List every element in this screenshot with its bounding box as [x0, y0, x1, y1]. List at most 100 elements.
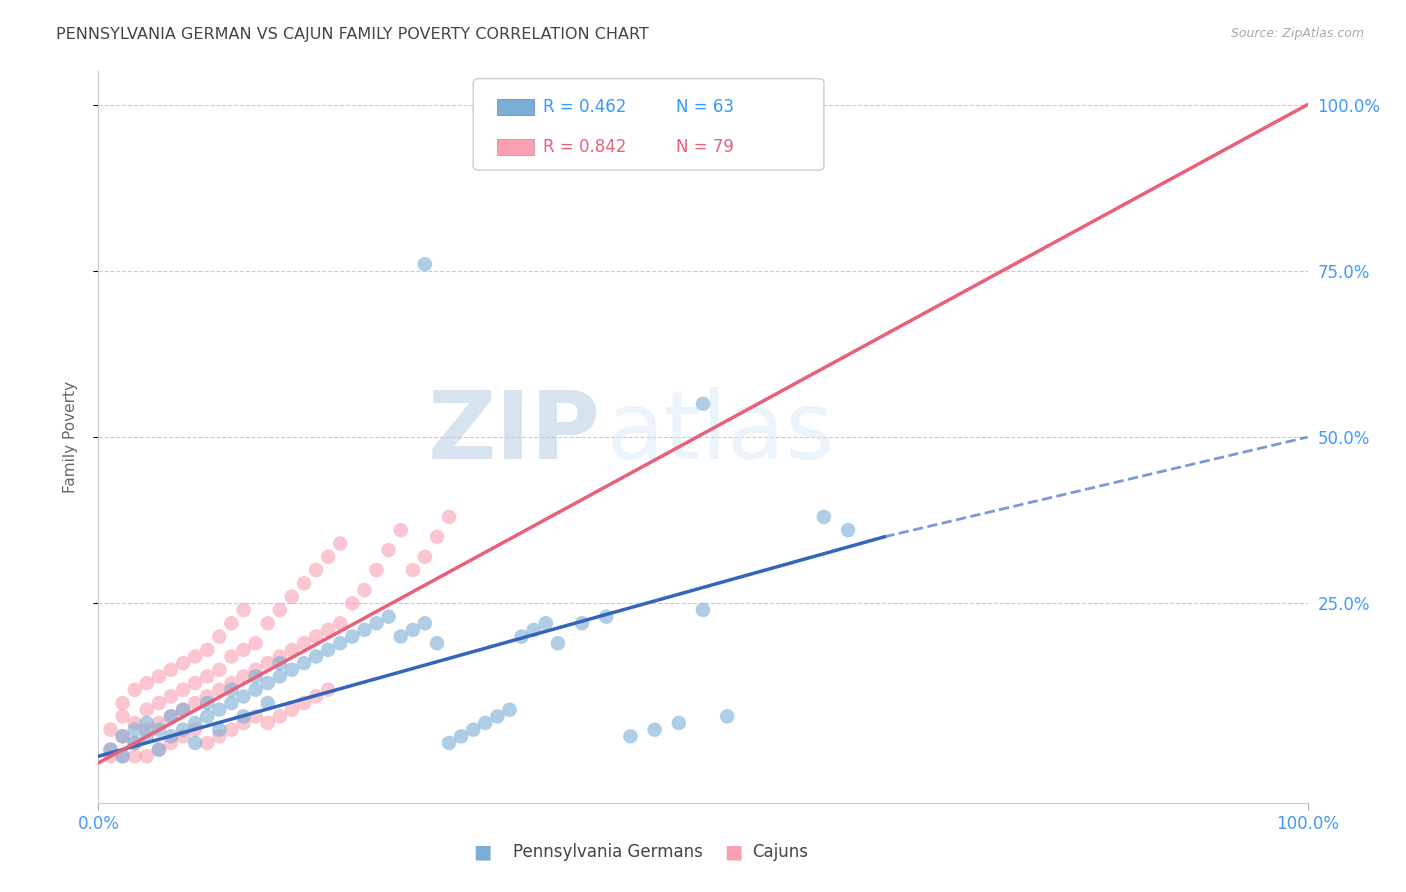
Point [172, 723, 194, 737]
Point [148, 742, 170, 756]
FancyBboxPatch shape [474, 78, 824, 170]
Text: ■: ■ [472, 842, 492, 862]
Point [208, 630, 231, 644]
Text: ■: ■ [724, 842, 744, 862]
Y-axis label: Family Poverty: Family Poverty [63, 381, 77, 493]
FancyBboxPatch shape [498, 99, 534, 115]
Point [172, 703, 194, 717]
Point [111, 696, 134, 710]
Point [256, 616, 278, 631]
Point [281, 703, 304, 717]
Text: Source: ZipAtlas.com: Source: ZipAtlas.com [1230, 27, 1364, 40]
Point [195, 643, 218, 657]
Text: ZIP: ZIP [427, 387, 600, 479]
Point [100, 723, 122, 737]
Point [184, 649, 207, 664]
Text: R = 0.842: R = 0.842 [543, 138, 627, 156]
Text: Pennsylvania Germans: Pennsylvania Germans [513, 843, 703, 861]
Point [595, 609, 617, 624]
Point [413, 616, 436, 631]
Point [221, 682, 243, 697]
Point [316, 623, 339, 637]
Point [342, 596, 364, 610]
Point [316, 643, 339, 657]
Point [716, 709, 738, 723]
Point [232, 643, 254, 657]
Point [245, 636, 267, 650]
Point [160, 709, 183, 723]
Point [124, 736, 146, 750]
Point [329, 536, 352, 550]
Point [124, 716, 146, 731]
Point [172, 703, 194, 717]
Point [232, 716, 254, 731]
Point [292, 576, 315, 591]
Point [305, 563, 328, 577]
Point [172, 656, 194, 670]
Point [256, 716, 278, 731]
Point [426, 636, 449, 650]
Point [184, 736, 207, 750]
Point [184, 676, 207, 690]
Point [305, 690, 328, 704]
Point [184, 716, 207, 731]
Point [160, 709, 183, 723]
Point [245, 682, 267, 697]
Text: R = 0.462: R = 0.462 [543, 98, 627, 116]
Point [437, 736, 460, 750]
Point [195, 736, 218, 750]
Point [510, 630, 533, 644]
Point [426, 530, 449, 544]
Point [100, 749, 122, 764]
Point [269, 709, 291, 723]
Point [813, 509, 835, 524]
Point [692, 603, 714, 617]
Point [292, 656, 315, 670]
Point [221, 649, 243, 664]
Point [547, 636, 569, 650]
Point [124, 682, 146, 697]
Point [195, 709, 218, 723]
Point [111, 749, 134, 764]
Point [402, 563, 425, 577]
Point [195, 696, 218, 710]
Point [353, 582, 375, 597]
Point [184, 696, 207, 710]
Point [148, 669, 170, 683]
Text: PENNSYLVANIA GERMAN VS CAJUN FAMILY POVERTY CORRELATION CHART: PENNSYLVANIA GERMAN VS CAJUN FAMILY POVE… [56, 27, 650, 42]
Point [195, 669, 218, 683]
Point [208, 703, 231, 717]
Point [389, 523, 412, 537]
Point [172, 729, 194, 743]
Point [305, 649, 328, 664]
Point [135, 723, 157, 737]
Point [111, 709, 134, 723]
Point [413, 257, 436, 271]
Point [221, 676, 243, 690]
Point [281, 643, 304, 657]
Point [221, 696, 243, 710]
Point [160, 736, 183, 750]
Point [342, 630, 364, 644]
Point [474, 716, 496, 731]
Point [221, 616, 243, 631]
FancyBboxPatch shape [498, 139, 534, 155]
Point [269, 603, 291, 617]
Point [269, 649, 291, 664]
Point [148, 723, 170, 737]
Text: N = 63: N = 63 [676, 98, 734, 116]
Text: Cajuns: Cajuns [752, 843, 808, 861]
Point [837, 523, 859, 537]
Point [232, 603, 254, 617]
Point [692, 397, 714, 411]
Point [366, 616, 388, 631]
Point [269, 656, 291, 670]
Point [148, 696, 170, 710]
Point [329, 616, 352, 631]
Point [221, 723, 243, 737]
Point [100, 742, 122, 756]
Point [160, 729, 183, 743]
Point [619, 729, 641, 743]
Text: N = 79: N = 79 [676, 138, 734, 156]
Point [486, 709, 509, 723]
